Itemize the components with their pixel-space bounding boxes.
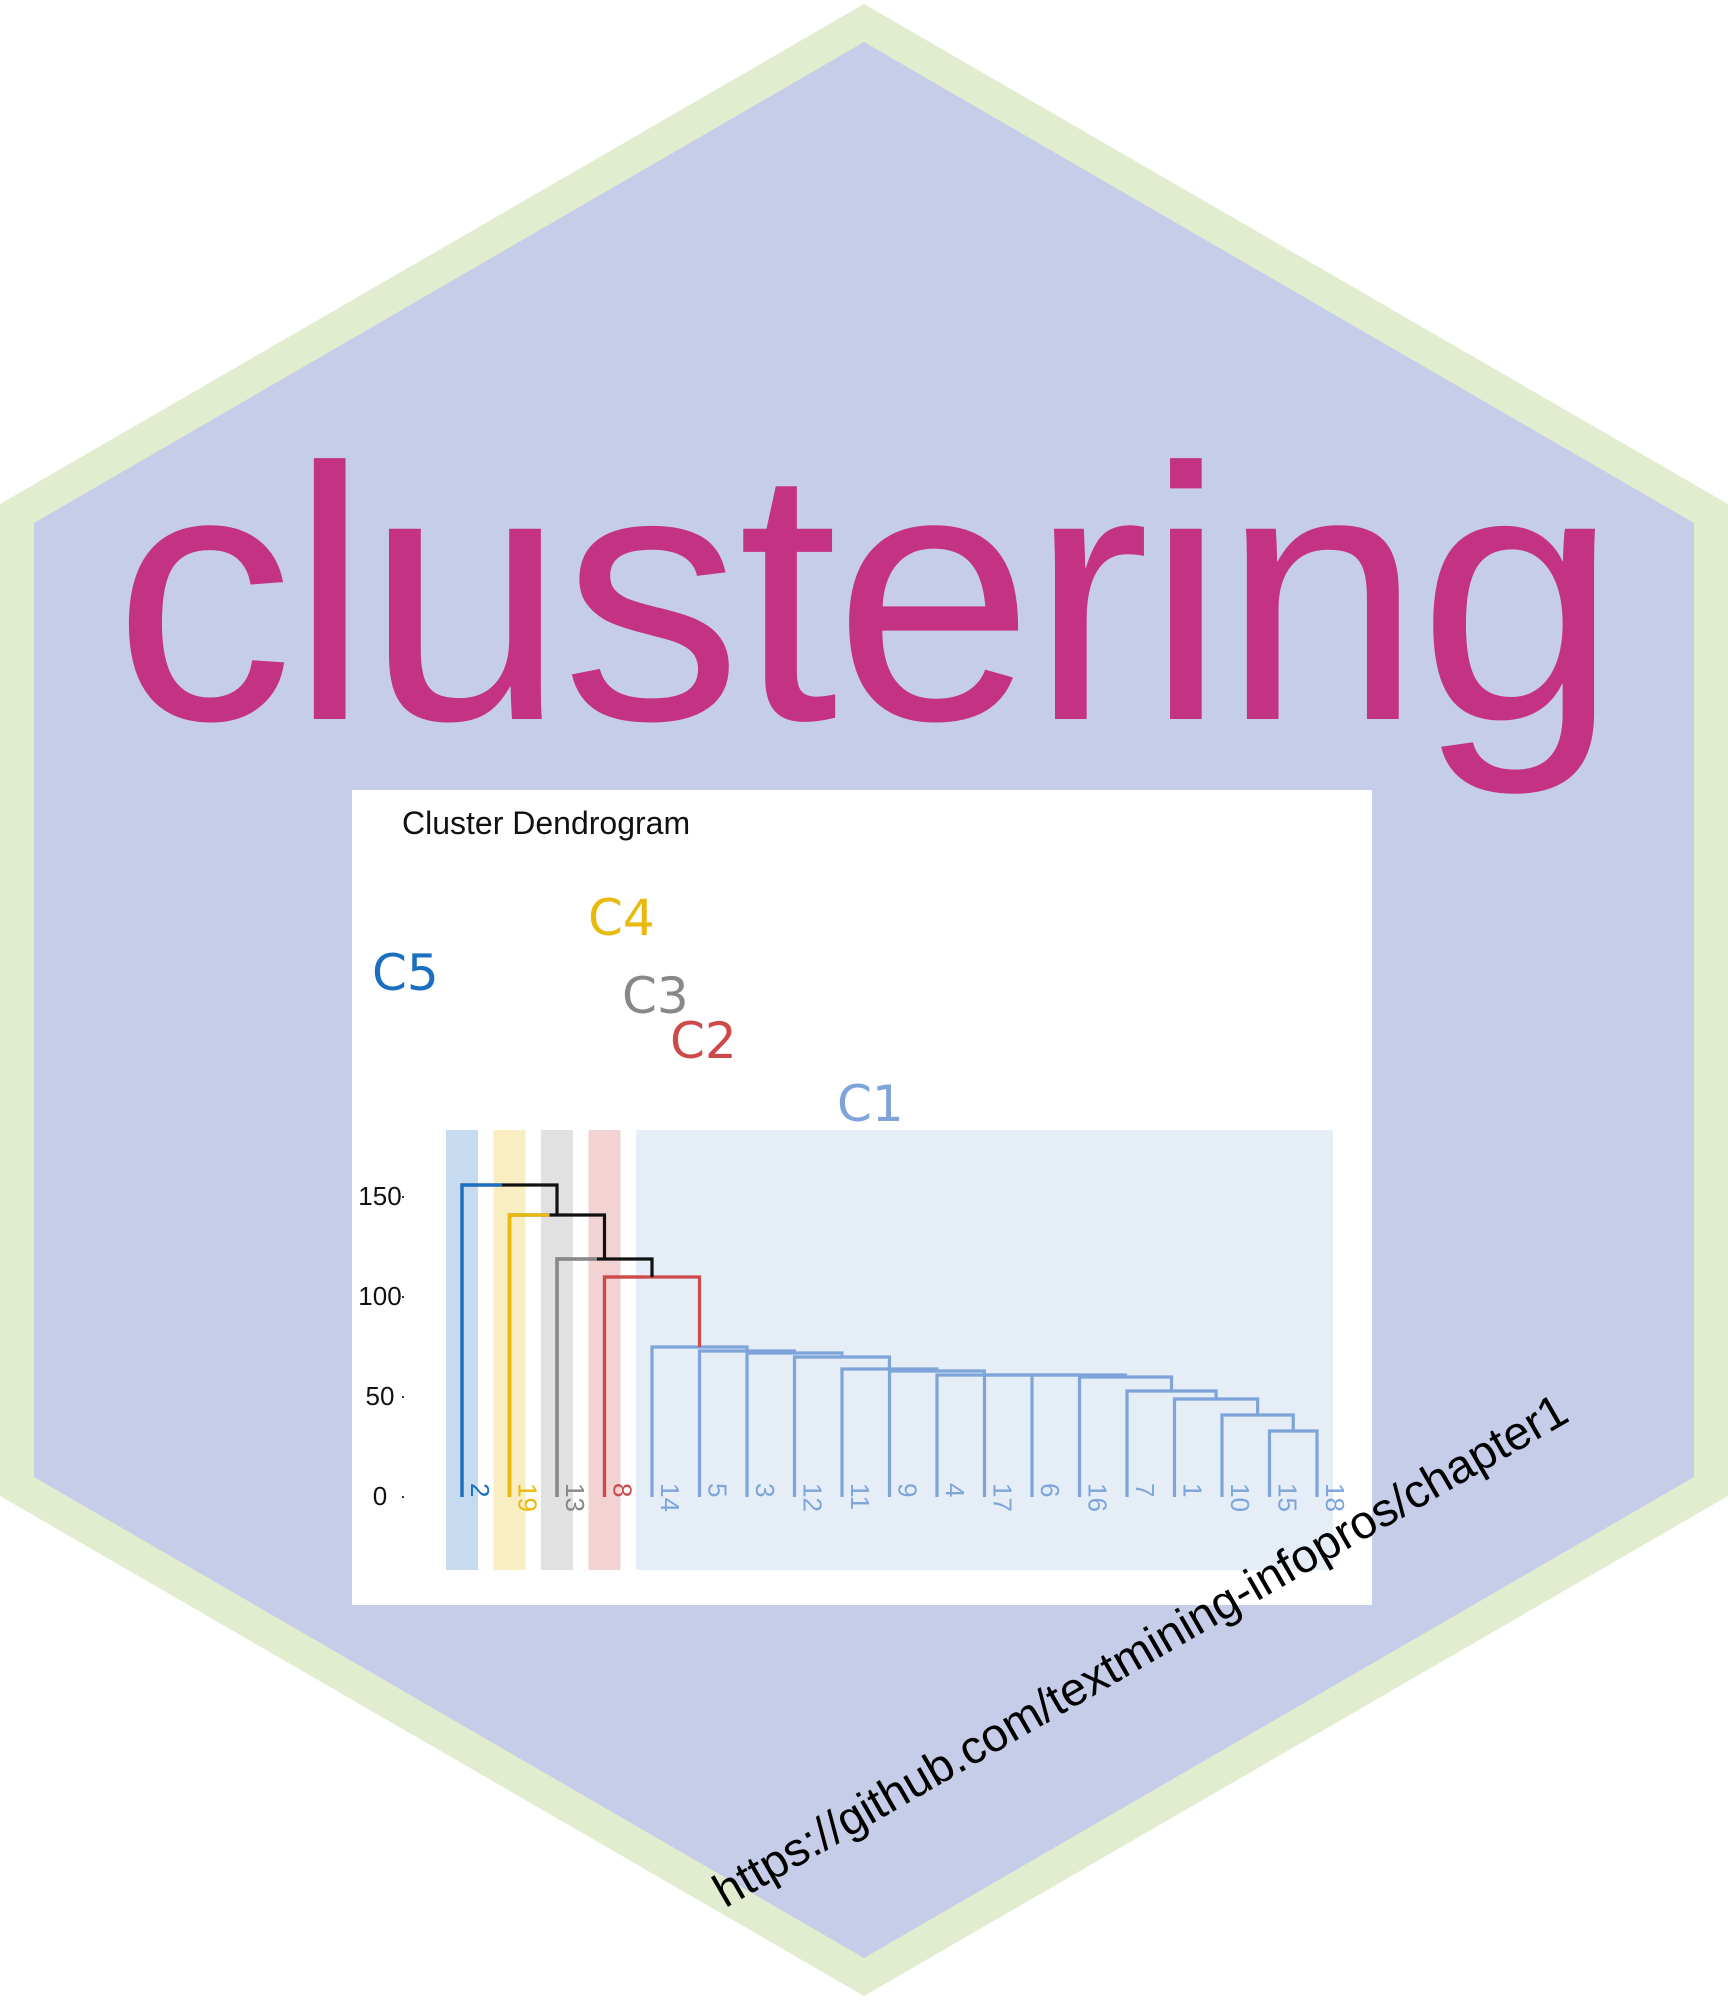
leaf-label: 8 [608,1483,638,1497]
y-tick-mark [402,1496,404,1498]
leaf-stem-19 [507,1213,550,1497]
leaf-label: 10 [1225,1483,1255,1512]
y-axis: 0 50 100 150 [358,1181,404,1511]
y-tick-label: 50 [366,1381,395,1411]
leaf-label: 2 [465,1483,495,1497]
leaf-label: 6 [1035,1483,1065,1497]
leaf-stem-13 [555,1257,597,1497]
leaf-labels: 2 19 13 8 14 5 3 12 11 9 4 17 6 16 7 1 10 15 18 [465,1483,1350,1512]
cluster-label-c2: C2 [670,1012,737,1070]
leaf-label: 9 [893,1483,923,1497]
cluster-label-c3: C3 [622,967,689,1025]
y-tick-label: 150 [358,1181,401,1211]
leaf-label: 17 [988,1483,1018,1512]
leaf-stem-8 [602,1275,645,1497]
y-tick-label: 0 [373,1481,387,1511]
leaf-label: 13 [560,1483,590,1512]
chart-title: Cluster Dendrogram [402,805,690,841]
leaf-label: 4 [940,1483,970,1497]
cluster-label-c1: C1 [837,1075,904,1133]
cluster-label-c4: C4 [588,889,655,947]
y-tick-mark [402,1396,404,1398]
link-4 [935,1373,1032,1497]
leaf-label: 18 [1320,1483,1350,1512]
leaf-label: 19 [513,1483,543,1512]
leaf-label: 12 [798,1483,828,1512]
leaf-label: 5 [703,1483,733,1497]
leaf-label: 11 [845,1483,875,1510]
y-tick-mark [402,1296,404,1298]
leaf-label: 16 [1083,1483,1113,1512]
y-tick-mark [402,1196,404,1198]
dendrogram-links [460,1183,1319,1497]
link-6 [1030,1373,1128,1497]
leaf-stem-2 [460,1183,502,1497]
leaf-label: 14 [655,1483,685,1512]
y-tick-label: 100 [358,1281,401,1311]
cluster-label-c5: C5 [372,944,439,1002]
leaf-label: 15 [1273,1483,1303,1512]
chart-background [352,790,1372,1605]
leaf-label: 3 [750,1483,780,1497]
leaf-label: 1 [1178,1483,1208,1497]
leaf-label: 7 [1130,1483,1160,1497]
sticker-title: clustering [113,394,1619,796]
